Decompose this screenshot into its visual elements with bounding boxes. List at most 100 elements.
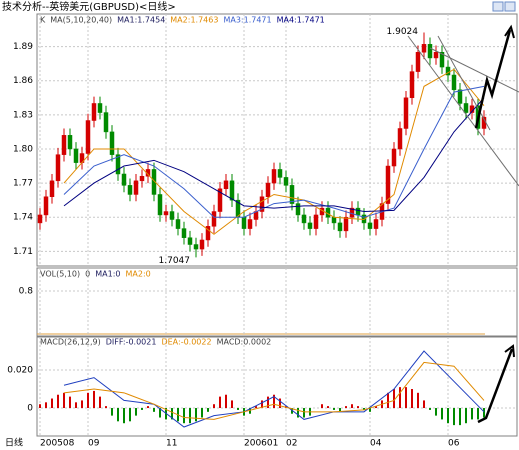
candle-body <box>409 71 415 99</box>
restore-button[interactable] <box>492 1 504 12</box>
candle-body <box>115 154 121 175</box>
candle-body <box>277 169 283 178</box>
y-tick-label: 1.74 <box>13 213 33 223</box>
arrow <box>477 348 514 424</box>
candle-body <box>373 219 379 229</box>
macd-panel-frame <box>36 336 518 437</box>
candle-body <box>127 185 133 195</box>
legend-entry: MA1:1.7454 <box>117 16 165 25</box>
candle-body <box>307 222 313 229</box>
volume-panel-frame <box>36 267 518 337</box>
legend-entry: MACD:0.0002 <box>217 338 272 347</box>
candle-body <box>439 52 445 68</box>
x-tick-label: 02 <box>286 439 297 449</box>
x-tick-label: 06 <box>448 439 460 449</box>
period-label: 日线 <box>5 437 23 449</box>
trend-line <box>407 35 519 187</box>
window-title: 技术分析--英镑美元(GBPUSD)<日线> <box>2 0 176 13</box>
candle-body <box>85 120 91 154</box>
candle-body <box>247 219 253 229</box>
candle-body <box>229 180 235 201</box>
x-tick-label: 200508 <box>40 439 75 449</box>
ma-line <box>63 97 485 213</box>
candle-body <box>289 185 295 204</box>
candle-body <box>205 226 211 241</box>
candle-body <box>91 103 97 121</box>
legend-entry: MA(5,10,20,40) <box>50 16 112 25</box>
candle-body <box>181 228 187 238</box>
y-tick-label: 0.8 <box>19 287 34 297</box>
candle-body <box>421 44 427 53</box>
y-tick-label: 1.86 <box>13 76 33 86</box>
y-tick-label: 1.83 <box>13 110 33 120</box>
candle-body <box>457 89 463 104</box>
candle-body <box>385 165 391 204</box>
candle-body <box>73 148 79 163</box>
candle-body <box>391 148 397 167</box>
candle-body <box>49 180 55 197</box>
candle-body <box>223 180 229 190</box>
candle-body <box>283 177 289 186</box>
candle-body <box>355 207 361 216</box>
ma-line <box>63 68 485 235</box>
candle-body <box>175 219 181 229</box>
legend-entry: MA1:0 <box>95 270 120 279</box>
candle-body <box>67 135 73 150</box>
candle-body <box>397 128 403 150</box>
legend-entry: MA4:1.7471 <box>277 16 325 25</box>
y-tick-label: 1.80 <box>13 144 33 154</box>
price-annotation: 1.9024 <box>387 27 419 37</box>
x-tick-label: 200601 <box>244 439 278 449</box>
candle-body <box>187 237 193 245</box>
trend-annotations <box>407 24 519 424</box>
candle-body <box>139 176 145 182</box>
candle-body <box>271 169 277 184</box>
x-tick-label: 11 <box>166 439 177 449</box>
candle-body <box>451 74 457 91</box>
y-tick-label: 0 <box>27 404 33 414</box>
candle-body <box>43 196 49 216</box>
x-tick-label: 04 <box>370 439 382 449</box>
candle-body <box>241 216 247 229</box>
candle-body <box>415 52 421 72</box>
legend-entry: 0 <box>85 270 90 279</box>
candle-body <box>265 182 271 197</box>
candle-body <box>121 173 127 186</box>
candle-body <box>37 214 43 224</box>
y-tick-label: 1.71 <box>13 247 33 257</box>
legend-entry: MA2:0 <box>125 270 150 279</box>
candle-body <box>97 103 103 113</box>
candle-body <box>343 216 349 232</box>
candle-body <box>313 214 319 229</box>
candle-body <box>463 103 469 113</box>
candle-body <box>157 194 163 216</box>
price-annotation: 1.7047 <box>159 256 191 266</box>
legend-entry: K <box>40 16 46 25</box>
legend-entry: MACD(26,12,9) <box>40 338 101 347</box>
candle-body <box>337 222 343 232</box>
candle-body <box>211 211 217 227</box>
marks: 1.891.861.831.801.771.741.710.80.0200200… <box>7 14 517 449</box>
trend-line <box>429 47 519 93</box>
maximize-button[interactable] <box>504 1 516 12</box>
candle-body <box>433 52 439 59</box>
candle-body <box>151 169 157 195</box>
ma-line <box>63 85 485 218</box>
y-tick-label: 0.020 <box>7 366 33 376</box>
legend-entry: VOL(5,10) <box>40 270 80 279</box>
candle-body <box>331 216 337 224</box>
candle-body <box>217 188 223 212</box>
y-tick-label: 1.89 <box>13 42 33 52</box>
legend-entry: MA2:1.7463 <box>170 16 218 25</box>
candle-body <box>55 154 61 182</box>
candle-body <box>259 196 265 212</box>
arrowhead <box>504 24 515 39</box>
legend-entry: DIFF:-0.0021 <box>106 338 157 347</box>
candle-body <box>103 112 109 133</box>
candle-body <box>367 222 373 229</box>
y-tick-label: 1.77 <box>13 179 33 189</box>
legend-entry: DEA:-0.0022 <box>161 338 211 347</box>
candle-body <box>403 97 409 129</box>
